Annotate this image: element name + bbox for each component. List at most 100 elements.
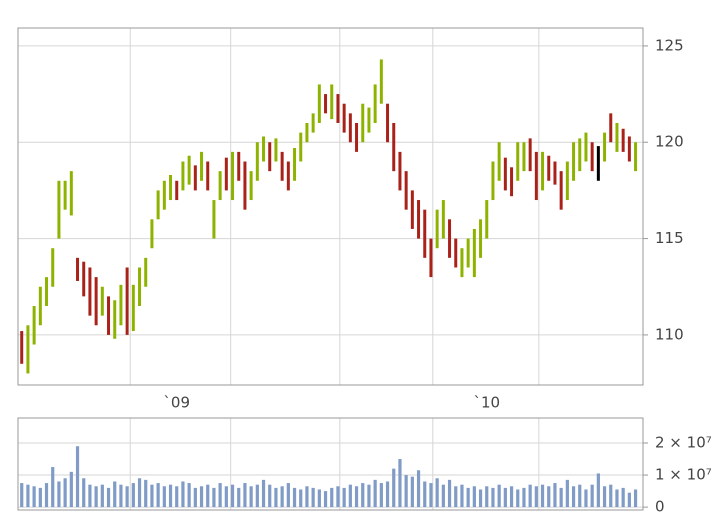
volume-bar bbox=[609, 484, 613, 508]
volume-bar bbox=[255, 484, 259, 508]
volume-bar bbox=[379, 483, 383, 508]
volume-bar bbox=[199, 486, 204, 508]
volume-bar bbox=[280, 486, 284, 508]
volume-bar bbox=[144, 479, 148, 508]
volume-bar bbox=[522, 487, 526, 508]
volume-bar bbox=[317, 489, 321, 508]
volume-bar bbox=[503, 487, 507, 508]
volume-bar bbox=[57, 481, 61, 508]
volume-bar bbox=[578, 484, 582, 508]
volume-bar bbox=[348, 484, 352, 508]
volume-bar bbox=[119, 484, 123, 508]
volume-bar bbox=[361, 483, 365, 508]
volume-bar bbox=[261, 479, 266, 508]
volume-bar bbox=[497, 484, 501, 508]
plot-frame bbox=[17, 27, 644, 386]
volume-bar bbox=[193, 487, 197, 508]
volume-bar bbox=[100, 484, 104, 508]
volume-bar bbox=[268, 484, 272, 508]
volume-bar bbox=[26, 484, 30, 508]
volume-bar bbox=[336, 486, 340, 508]
plot-frame bbox=[17, 417, 644, 511]
volume-bar bbox=[125, 486, 129, 508]
volume-bar bbox=[323, 491, 328, 508]
volume-bar bbox=[404, 475, 408, 508]
volume-bar bbox=[286, 483, 290, 508]
volume-bar bbox=[243, 483, 247, 508]
volume-bar bbox=[534, 486, 538, 508]
volume-bar bbox=[491, 487, 495, 508]
volume-bar bbox=[218, 483, 222, 508]
volume-bar bbox=[187, 483, 191, 508]
volume-bar bbox=[615, 489, 619, 508]
volume-bar bbox=[181, 481, 185, 508]
volume-bar bbox=[305, 486, 309, 508]
volume-bar bbox=[94, 486, 98, 508]
volume-bar bbox=[131, 483, 135, 508]
volume-bar bbox=[429, 483, 433, 508]
x-tick-label: `09 bbox=[163, 394, 190, 412]
volume-bar bbox=[547, 486, 551, 508]
volume-bar bbox=[423, 481, 427, 508]
volume-bar bbox=[82, 478, 86, 508]
volume-bar bbox=[416, 470, 421, 508]
volume-bar bbox=[162, 486, 166, 508]
volume-bar bbox=[150, 484, 154, 508]
volume-bar bbox=[410, 476, 414, 508]
volume-bar bbox=[20, 483, 24, 508]
volume-bar bbox=[633, 489, 638, 508]
volume-bar bbox=[553, 483, 557, 508]
volume-bar bbox=[88, 484, 92, 508]
volume-bar bbox=[466, 487, 470, 508]
volume-bar bbox=[237, 487, 241, 508]
volume-bar bbox=[175, 486, 179, 508]
volume-bar bbox=[373, 479, 377, 508]
volume-bar bbox=[385, 481, 390, 508]
volume-bar bbox=[472, 486, 476, 508]
volume-bar bbox=[460, 484, 464, 508]
volume-bar bbox=[330, 487, 334, 508]
volume-bar bbox=[113, 481, 117, 508]
volume-bar bbox=[342, 487, 346, 508]
volume-bar bbox=[63, 478, 67, 508]
y-tick-label: 110 bbox=[655, 325, 684, 343]
volume-bar bbox=[559, 487, 563, 508]
volume-bar bbox=[441, 484, 445, 508]
y-tick-label: 120 bbox=[655, 133, 684, 151]
volume-bar bbox=[485, 486, 489, 508]
y-tick-label: 125 bbox=[655, 36, 684, 54]
y-tick-label: 1 × 10⁷ bbox=[655, 466, 712, 484]
volume-bar bbox=[435, 478, 439, 508]
volume-bar bbox=[51, 467, 55, 508]
volume-bar bbox=[137, 478, 142, 508]
volume-bar bbox=[230, 484, 235, 508]
volume-bar bbox=[447, 479, 452, 508]
volume-bar bbox=[69, 471, 73, 508]
volume-bar bbox=[106, 487, 111, 508]
volume-bar bbox=[299, 489, 303, 508]
volume-bar bbox=[292, 487, 297, 508]
volume-bar bbox=[516, 489, 520, 508]
volume-bar bbox=[540, 484, 545, 508]
volume-bar bbox=[38, 487, 42, 508]
volume-bar bbox=[32, 486, 36, 508]
volume-bar bbox=[398, 459, 402, 508]
volume-bar bbox=[584, 489, 588, 508]
volume-bar bbox=[621, 487, 625, 508]
volume-bar bbox=[454, 486, 458, 508]
volume-bar bbox=[224, 486, 228, 508]
volume-bar bbox=[367, 484, 371, 508]
volume-bar bbox=[168, 484, 173, 508]
y-tick-label: 0 bbox=[655, 498, 665, 516]
y-tick-label: 2 × 10⁷ bbox=[655, 434, 712, 452]
volume-bar bbox=[478, 489, 483, 508]
volume-bar bbox=[75, 446, 80, 508]
volume-bar bbox=[212, 487, 216, 508]
volume-bar bbox=[528, 484, 532, 508]
volume-bar bbox=[571, 486, 576, 508]
volume-bar bbox=[590, 484, 594, 508]
volume-bar bbox=[392, 468, 396, 508]
volume-bar bbox=[249, 486, 253, 508]
volume-bar bbox=[274, 487, 278, 508]
